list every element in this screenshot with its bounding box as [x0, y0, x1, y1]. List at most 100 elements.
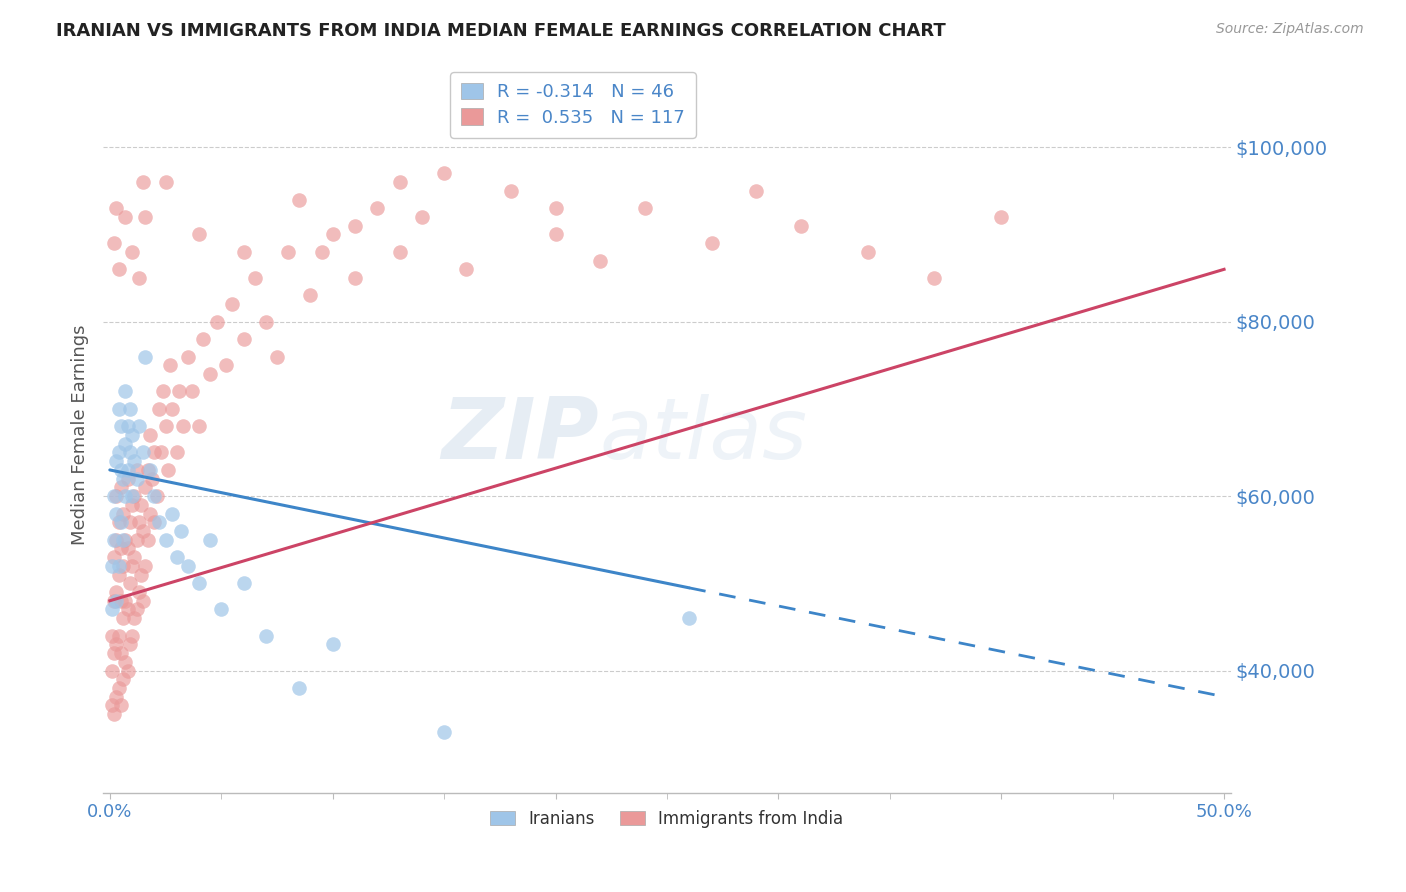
Point	[232, 332, 254, 346]
Point	[544, 227, 567, 242]
Point	[110, 594, 132, 608]
Point	[105, 585, 128, 599]
Point	[789, 219, 811, 233]
Point	[433, 724, 456, 739]
Point	[181, 384, 204, 399]
Point	[121, 498, 143, 512]
Point	[112, 472, 135, 486]
Point	[232, 244, 254, 259]
Point	[322, 637, 344, 651]
Point	[112, 611, 135, 625]
Point	[136, 533, 159, 547]
Point	[177, 558, 200, 573]
Point	[117, 472, 139, 486]
Point	[101, 698, 124, 713]
Point	[288, 681, 311, 695]
Point	[634, 201, 657, 215]
Point	[143, 489, 166, 503]
Point	[101, 558, 124, 573]
Point	[107, 629, 129, 643]
Point	[118, 401, 141, 416]
Point	[139, 463, 162, 477]
Point	[198, 367, 221, 381]
Point	[193, 332, 215, 346]
Text: IRANIAN VS IMMIGRANTS FROM INDIA MEDIAN FEMALE EARNINGS CORRELATION CHART: IRANIAN VS IMMIGRANTS FROM INDIA MEDIAN …	[56, 22, 946, 40]
Point	[166, 550, 188, 565]
Point	[132, 445, 155, 459]
Point	[124, 454, 146, 468]
Point	[143, 516, 166, 530]
Point	[156, 463, 179, 477]
Point	[139, 507, 162, 521]
Point	[110, 463, 132, 477]
Point	[215, 358, 238, 372]
Point	[112, 673, 135, 687]
Point	[125, 533, 148, 547]
Point	[112, 558, 135, 573]
Point	[114, 436, 136, 450]
Point	[105, 201, 128, 215]
Point	[114, 594, 136, 608]
Point	[456, 262, 478, 277]
Point	[155, 419, 177, 434]
Point	[311, 244, 333, 259]
Point	[288, 193, 311, 207]
Point	[148, 516, 170, 530]
Point	[139, 428, 162, 442]
Point	[188, 419, 211, 434]
Point	[254, 315, 277, 329]
Point	[125, 463, 148, 477]
Point	[343, 219, 366, 233]
Point	[544, 201, 567, 215]
Point	[411, 210, 433, 224]
Point	[110, 646, 132, 660]
Point	[152, 384, 174, 399]
Text: ZIP: ZIP	[441, 393, 599, 476]
Point	[121, 489, 143, 503]
Point	[101, 664, 124, 678]
Point	[114, 489, 136, 503]
Point	[254, 629, 277, 643]
Point	[107, 445, 129, 459]
Point	[266, 350, 288, 364]
Point	[589, 253, 612, 268]
Point	[433, 166, 456, 180]
Point	[129, 498, 152, 512]
Point	[118, 445, 141, 459]
Point	[103, 707, 125, 722]
Point	[856, 244, 879, 259]
Point	[105, 637, 128, 651]
Point	[103, 594, 125, 608]
Point	[388, 175, 411, 189]
Point	[124, 489, 146, 503]
Point	[128, 271, 150, 285]
Point	[118, 516, 141, 530]
Point	[118, 637, 141, 651]
Point	[166, 445, 188, 459]
Point	[128, 585, 150, 599]
Point	[125, 602, 148, 616]
Point	[103, 489, 125, 503]
Point	[103, 550, 125, 565]
Point	[132, 524, 155, 538]
Point	[105, 489, 128, 503]
Point	[322, 227, 344, 242]
Point	[134, 558, 156, 573]
Point	[124, 550, 146, 565]
Point	[160, 507, 183, 521]
Point	[110, 698, 132, 713]
Point	[155, 175, 177, 189]
Point	[117, 602, 139, 616]
Point	[366, 201, 388, 215]
Point	[121, 558, 143, 573]
Point	[117, 419, 139, 434]
Point	[110, 541, 132, 556]
Point	[167, 384, 190, 399]
Point	[243, 271, 266, 285]
Point	[121, 629, 143, 643]
Point	[141, 472, 163, 486]
Point	[110, 480, 132, 494]
Point	[745, 184, 768, 198]
Point	[101, 629, 124, 643]
Point	[117, 541, 139, 556]
